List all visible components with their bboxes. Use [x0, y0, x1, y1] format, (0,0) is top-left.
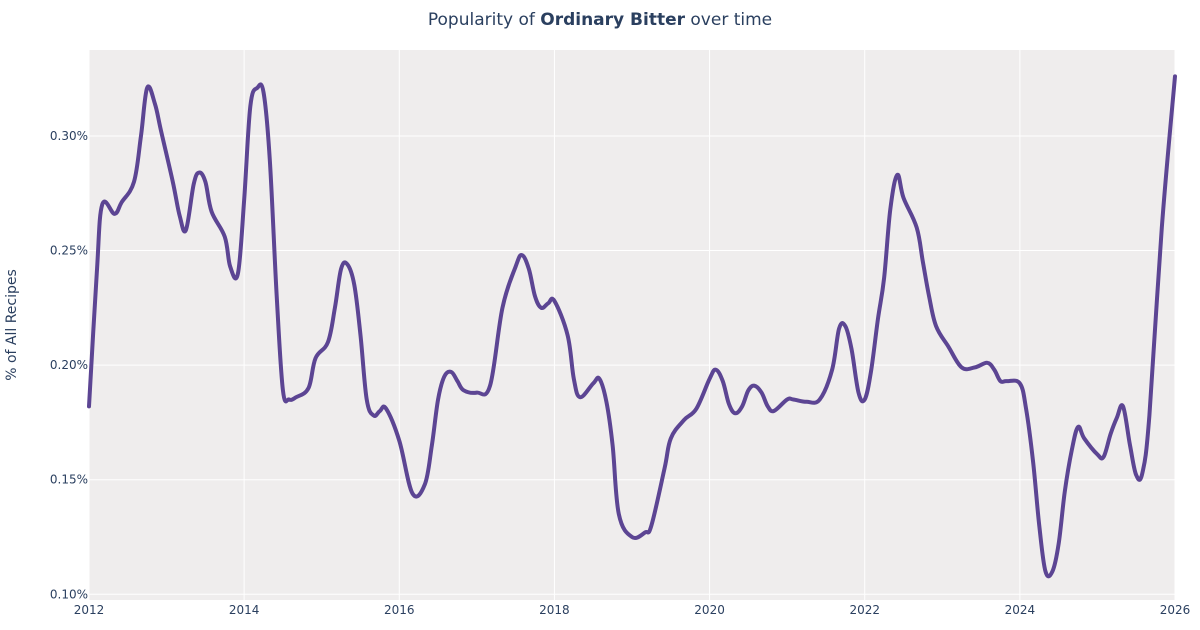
series-line-0: [87, 74, 1177, 579]
x-tick-label: 2020: [694, 603, 725, 617]
series-layer: [87, 74, 1177, 579]
y-tick-label: 0.30%: [50, 129, 88, 143]
y-axis-title: % of All Recipes: [4, 269, 20, 381]
x-tick-label: 2012: [74, 603, 105, 617]
x-tick-label: 2018: [539, 603, 570, 617]
x-tick-label: 2016: [384, 603, 415, 617]
y-tick-label: 0.10%: [50, 587, 88, 601]
y-tick-label: 0.25%: [50, 244, 88, 258]
x-tick-label: 2014: [229, 603, 260, 617]
x-tick-label: 2022: [849, 603, 880, 617]
x-tick-label: 2026: [1160, 603, 1191, 617]
plot-background: [89, 50, 1175, 600]
chart-title: Popularity of Ordinary Bitter over time: [428, 10, 772, 30]
grid-lines: [88, 50, 1176, 600]
x-tick-label: 2024: [1005, 603, 1036, 617]
tick-labels: 2012 2014 2016 2018 2020 2022 2024 2026 0.10% 0.1…: [50, 129, 1190, 617]
y-tick-label: 0.15%: [50, 473, 88, 487]
y-tick-label: 0.20%: [50, 358, 88, 372]
